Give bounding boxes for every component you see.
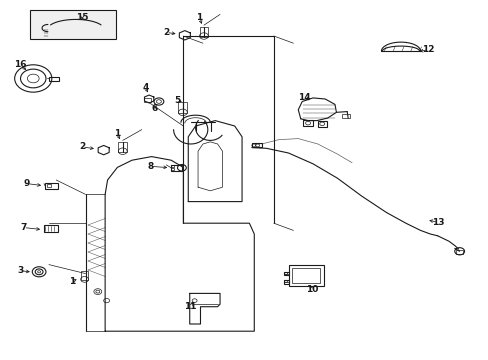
Bar: [171, 165, 174, 167]
Text: 12: 12: [421, 45, 434, 54]
Text: 4: 4: [142, 83, 149, 92]
Bar: [171, 165, 182, 171]
Text: 8: 8: [147, 162, 153, 171]
Text: 11: 11: [184, 302, 197, 311]
Text: 1: 1: [196, 13, 202, 22]
Text: 15: 15: [76, 13, 88, 22]
Text: 16: 16: [14, 60, 27, 69]
Text: 9: 9: [23, 179, 30, 188]
Bar: [283, 272, 289, 275]
Bar: [44, 225, 58, 232]
Text: 2: 2: [79, 143, 85, 152]
Text: 1: 1: [69, 277, 75, 286]
Bar: [178, 102, 187, 113]
Bar: [199, 27, 208, 37]
Text: 13: 13: [431, 218, 444, 227]
Text: 1: 1: [114, 129, 120, 138]
Bar: [342, 114, 349, 118]
Bar: [171, 168, 174, 170]
Bar: [283, 280, 289, 284]
Bar: [30, 10, 116, 39]
Text: 10: 10: [305, 285, 318, 294]
Bar: [144, 98, 150, 102]
Bar: [317, 121, 326, 127]
Text: 2: 2: [163, 28, 169, 37]
Text: 14: 14: [297, 93, 310, 102]
Bar: [81, 271, 88, 280]
Text: 3: 3: [18, 266, 23, 275]
Bar: [455, 250, 462, 254]
Bar: [45, 183, 58, 189]
Bar: [303, 120, 312, 126]
Bar: [251, 143, 261, 147]
Text: 5: 5: [174, 95, 180, 104]
Text: 7: 7: [20, 223, 27, 232]
Bar: [49, 77, 59, 81]
Bar: [288, 265, 323, 286]
Bar: [292, 268, 319, 283]
Text: 6: 6: [151, 104, 157, 113]
Bar: [47, 184, 51, 187]
Bar: [118, 142, 127, 152]
